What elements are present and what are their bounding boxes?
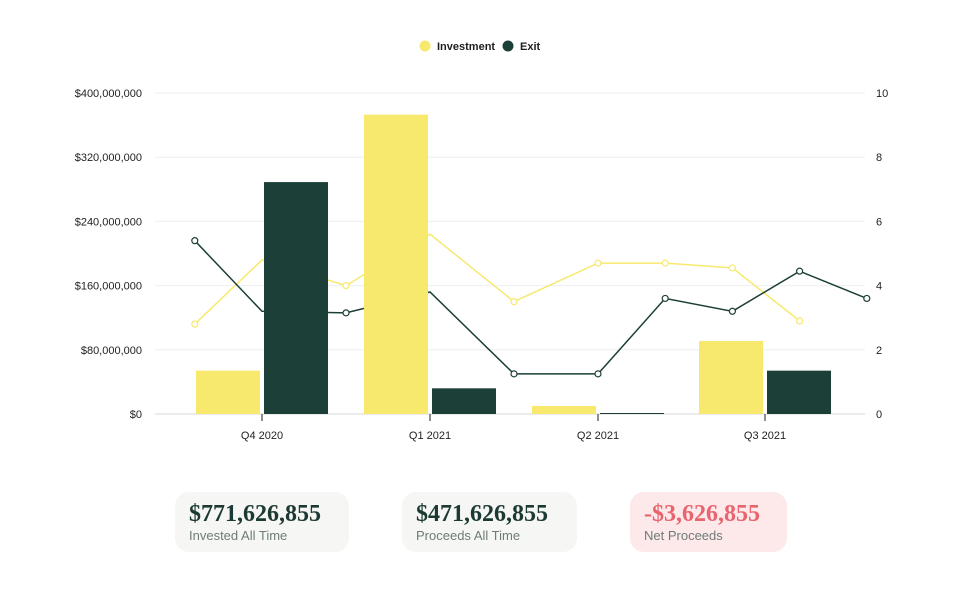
point-investment: [594, 259, 602, 267]
y-right-tick-label: 0: [876, 409, 882, 421]
point-investment: [795, 317, 804, 325]
bar-investment-2: [532, 405, 596, 414]
summary-value: $471,626,855: [416, 501, 548, 527]
y-left-tick-label: $0: [130, 409, 142, 421]
y-left-tick-label: $160,000,000: [75, 281, 142, 293]
legend-item-exit[interactable]: Exit: [502, 40, 541, 54]
y-left-tick-label: $320,000,000: [75, 152, 142, 164]
y-left-tick-label: $400,000,000: [75, 88, 142, 100]
summary-cards: $771,626,855 Invested All Time $471,626,…: [0, 492, 960, 552]
bar-investment-0: [196, 370, 260, 414]
bar-exit-1: [432, 388, 496, 414]
y-right-tick-label: 8: [876, 152, 882, 164]
y-axis-left: $0 $80,000,000 $160,000,000 $240,000,000 $32…: [75, 88, 142, 421]
point-exit: [510, 370, 518, 378]
point-investment: [191, 320, 199, 328]
point-exit: [594, 370, 602, 378]
legend-label: Investment: [437, 41, 495, 53]
summary-label: Net Proceeds: [644, 528, 723, 543]
y-right-tick-label: 4: [876, 281, 882, 293]
legend-swatch: [419, 40, 431, 52]
combo-chart: Investment Exit $0 $80,000,000 $160,000,000…: [75, 40, 888, 442]
y-right-tick-label: 2: [876, 345, 882, 357]
bar-investment-3: [699, 340, 763, 414]
summary-label: Proceeds All Time: [416, 528, 521, 543]
x-tick-label: Q3 2021: [744, 430, 786, 442]
y-left-tick-label: $240,000,000: [75, 216, 142, 228]
summary-card-proceeds: $471,626,855 Proceeds All Time: [402, 492, 577, 552]
summary-value: $771,626,855: [189, 501, 321, 527]
point-investment: [342, 282, 350, 290]
point-exit: [661, 294, 669, 303]
chart-legend[interactable]: Investment Exit: [419, 40, 541, 54]
y-axis-right: 0 2 4 6 8 10: [876, 88, 888, 421]
bar-series: [196, 114, 831, 414]
point-investment: [728, 264, 737, 272]
y-right-tick-label: 6: [876, 216, 882, 228]
legend-item-investment[interactable]: Investment: [419, 40, 496, 54]
point-investment: [510, 298, 518, 306]
summary-value: -$3,626,855: [644, 501, 760, 527]
bar-exit-0: [264, 182, 328, 414]
point-exit: [795, 267, 804, 275]
summary-card-net-proceeds: -$3,626,855 Net Proceeds: [630, 492, 787, 552]
summary-label: Invested All Time: [189, 528, 288, 543]
y-left-tick-label: $80,000,000: [81, 345, 142, 357]
bar-exit-2: [600, 413, 664, 414]
point-exit: [191, 237, 199, 245]
summary-card-invested: $771,626,855 Invested All Time: [175, 492, 349, 552]
legend-swatch: [502, 40, 514, 52]
point-exit: [728, 307, 737, 315]
legend-label: Exit: [520, 41, 541, 53]
bar-exit-3: [767, 370, 831, 414]
x-tick-label: Q2 2021: [577, 430, 619, 442]
bar-investment-1: [364, 114, 428, 414]
x-tick-label: Q1 2021: [409, 430, 451, 442]
x-tick-label: Q4 2020: [241, 430, 283, 442]
point-exit: [863, 294, 871, 303]
y-right-tick-label: 10: [876, 88, 888, 100]
point-investment: [661, 259, 669, 267]
point-exit: [342, 309, 350, 317]
x-axis: Q4 2020 Q1 2021 Q2 2021 Q3 2021: [241, 414, 786, 442]
